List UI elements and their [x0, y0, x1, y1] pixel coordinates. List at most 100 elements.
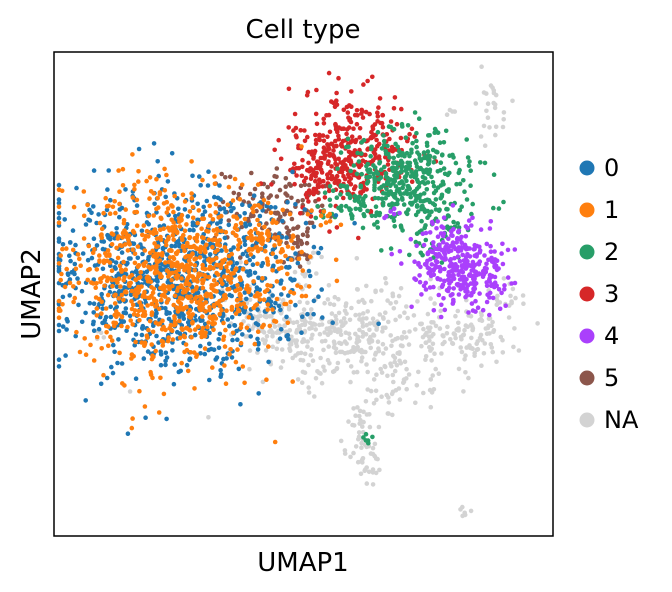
point	[214, 262, 219, 268]
point	[348, 211, 354, 217]
point	[392, 368, 398, 374]
point	[487, 277, 492, 282]
point	[182, 207, 188, 212]
point	[81, 213, 87, 219]
point	[198, 343, 203, 349]
point	[189, 191, 194, 196]
point	[496, 206, 502, 211]
point	[273, 254, 279, 260]
point	[433, 188, 439, 194]
point	[464, 137, 470, 142]
point	[215, 272, 221, 277]
point	[379, 288, 384, 293]
point	[176, 206, 181, 212]
point	[226, 184, 232, 190]
point	[182, 199, 188, 204]
point	[257, 287, 263, 293]
point	[234, 303, 240, 309]
point	[198, 247, 203, 253]
point	[404, 304, 409, 309]
point	[513, 295, 518, 301]
point	[141, 223, 147, 228]
point	[274, 296, 280, 302]
point	[201, 277, 206, 283]
point	[207, 252, 213, 257]
point	[431, 308, 437, 313]
point	[256, 391, 262, 396]
point	[247, 366, 252, 372]
point	[136, 263, 142, 268]
point	[220, 281, 225, 287]
point	[393, 388, 399, 393]
point	[379, 370, 385, 375]
point	[379, 248, 384, 253]
point	[91, 310, 96, 315]
point	[389, 165, 395, 171]
point	[171, 209, 176, 215]
point	[441, 333, 446, 339]
point	[347, 206, 352, 211]
point	[300, 232, 306, 238]
point	[131, 241, 137, 246]
point	[459, 285, 464, 291]
point	[304, 240, 310, 246]
point	[357, 327, 362, 333]
point	[247, 297, 253, 303]
point	[143, 260, 148, 265]
point	[372, 322, 378, 328]
point	[456, 246, 461, 251]
point	[79, 288, 85, 294]
point	[136, 284, 141, 290]
point	[367, 327, 372, 333]
point	[217, 311, 222, 317]
point	[389, 144, 395, 150]
point	[405, 315, 411, 321]
point	[233, 232, 238, 238]
point	[163, 362, 168, 368]
point	[138, 303, 144, 308]
point	[276, 330, 282, 335]
point	[319, 287, 325, 292]
point	[87, 300, 93, 306]
point	[444, 206, 449, 212]
point	[381, 142, 387, 148]
point	[310, 358, 316, 364]
point	[282, 323, 287, 329]
point	[447, 170, 452, 176]
point	[375, 219, 380, 225]
point	[331, 148, 336, 153]
point	[206, 415, 211, 420]
point	[188, 261, 194, 267]
point	[374, 397, 379, 403]
point	[67, 293, 72, 298]
point	[155, 195, 160, 201]
point	[114, 284, 120, 290]
point	[227, 352, 232, 357]
series-2	[313, 110, 506, 446]
point	[269, 182, 274, 187]
point	[305, 226, 311, 231]
point	[146, 234, 151, 239]
point	[267, 323, 273, 329]
point	[398, 135, 404, 141]
point	[335, 360, 341, 366]
point	[120, 235, 125, 240]
point	[181, 264, 186, 270]
point	[281, 286, 287, 291]
point	[195, 290, 201, 296]
point	[385, 373, 390, 379]
point	[391, 218, 397, 224]
legend-label: NA	[604, 406, 639, 434]
point	[447, 107, 453, 113]
point	[207, 341, 212, 347]
point	[348, 379, 353, 385]
point	[323, 220, 329, 225]
point	[158, 237, 164, 243]
legend-marker	[579, 412, 595, 428]
point	[319, 203, 325, 209]
point	[364, 283, 369, 289]
point	[351, 186, 357, 192]
point	[383, 196, 389, 201]
point	[393, 169, 399, 175]
point	[440, 152, 445, 157]
